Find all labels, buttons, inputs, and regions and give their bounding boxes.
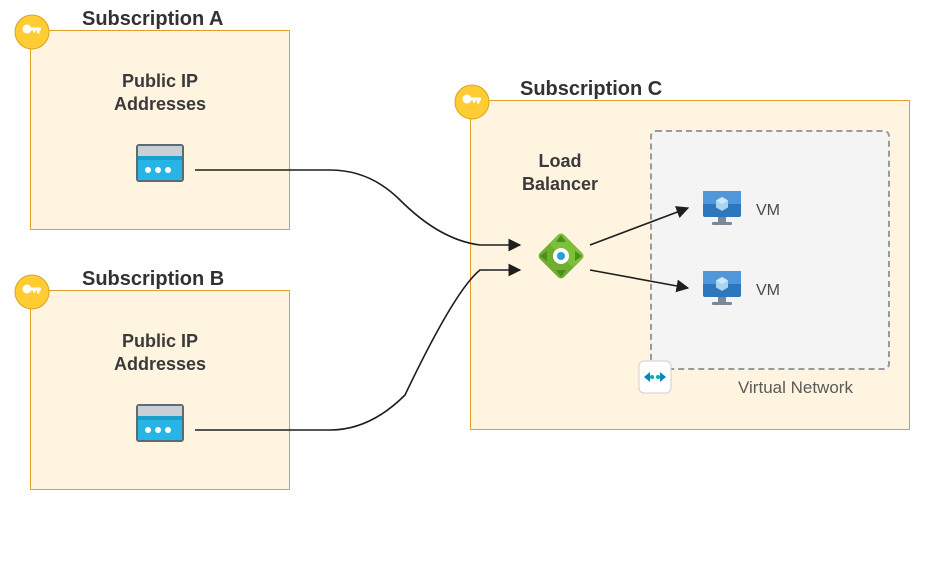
edge-a-to-lb: [195, 170, 520, 245]
edges-layer: [0, 0, 936, 562]
edge-b-to-lb: [195, 270, 520, 430]
edge-lb-to-vm1: [590, 208, 688, 245]
edge-lb-to-vm2: [590, 270, 688, 288]
